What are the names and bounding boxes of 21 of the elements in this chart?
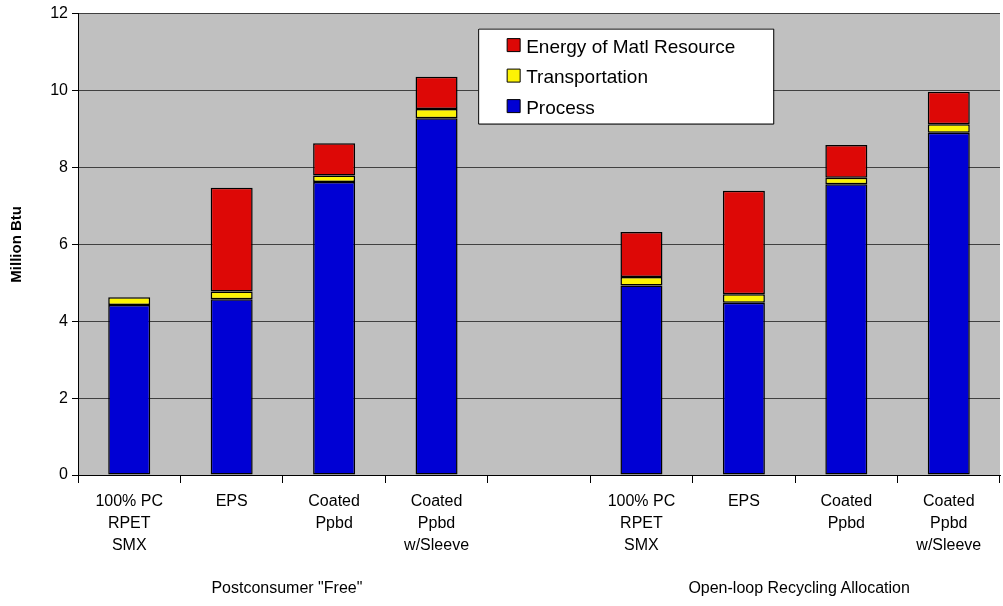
y-axis-title: Million Btu — [7, 205, 25, 283]
y-tick-label: 8 — [59, 157, 69, 175]
y-tick-label: 12 — [50, 4, 69, 22]
x-tick-label: Coated Ppbd — [820, 491, 873, 532]
legend-label: Energy of Matl Resource — [526, 35, 736, 57]
x-tick-label: Coated Ppbd w/Sleeve — [915, 491, 982, 554]
x-tick-label: 100% PC RPET SMX — [607, 491, 676, 554]
y-tick-label: 6 — [59, 234, 69, 252]
legend-label: Process — [526, 96, 595, 118]
x-tick-label: Coated Ppbd w/Sleeve — [403, 491, 470, 554]
text: Postconsumer "Free" — [211, 579, 363, 597]
x-tick-label: 100% PC RPET SMX — [95, 491, 164, 554]
y-tick-label: 0 — [59, 465, 69, 483]
x-tick-label: Coated Ppbd — [308, 491, 360, 532]
x-tick-label: EPS — [727, 491, 760, 509]
y-tick-label: 4 — [59, 311, 69, 329]
text: Open-loop Recycling Allocation — [688, 579, 910, 597]
legend-label: Transportation — [526, 66, 648, 88]
y-tick-label: 10 — [50, 80, 69, 98]
x-tick-label: EPS — [215, 491, 248, 509]
y-tick-label: 2 — [59, 388, 69, 406]
